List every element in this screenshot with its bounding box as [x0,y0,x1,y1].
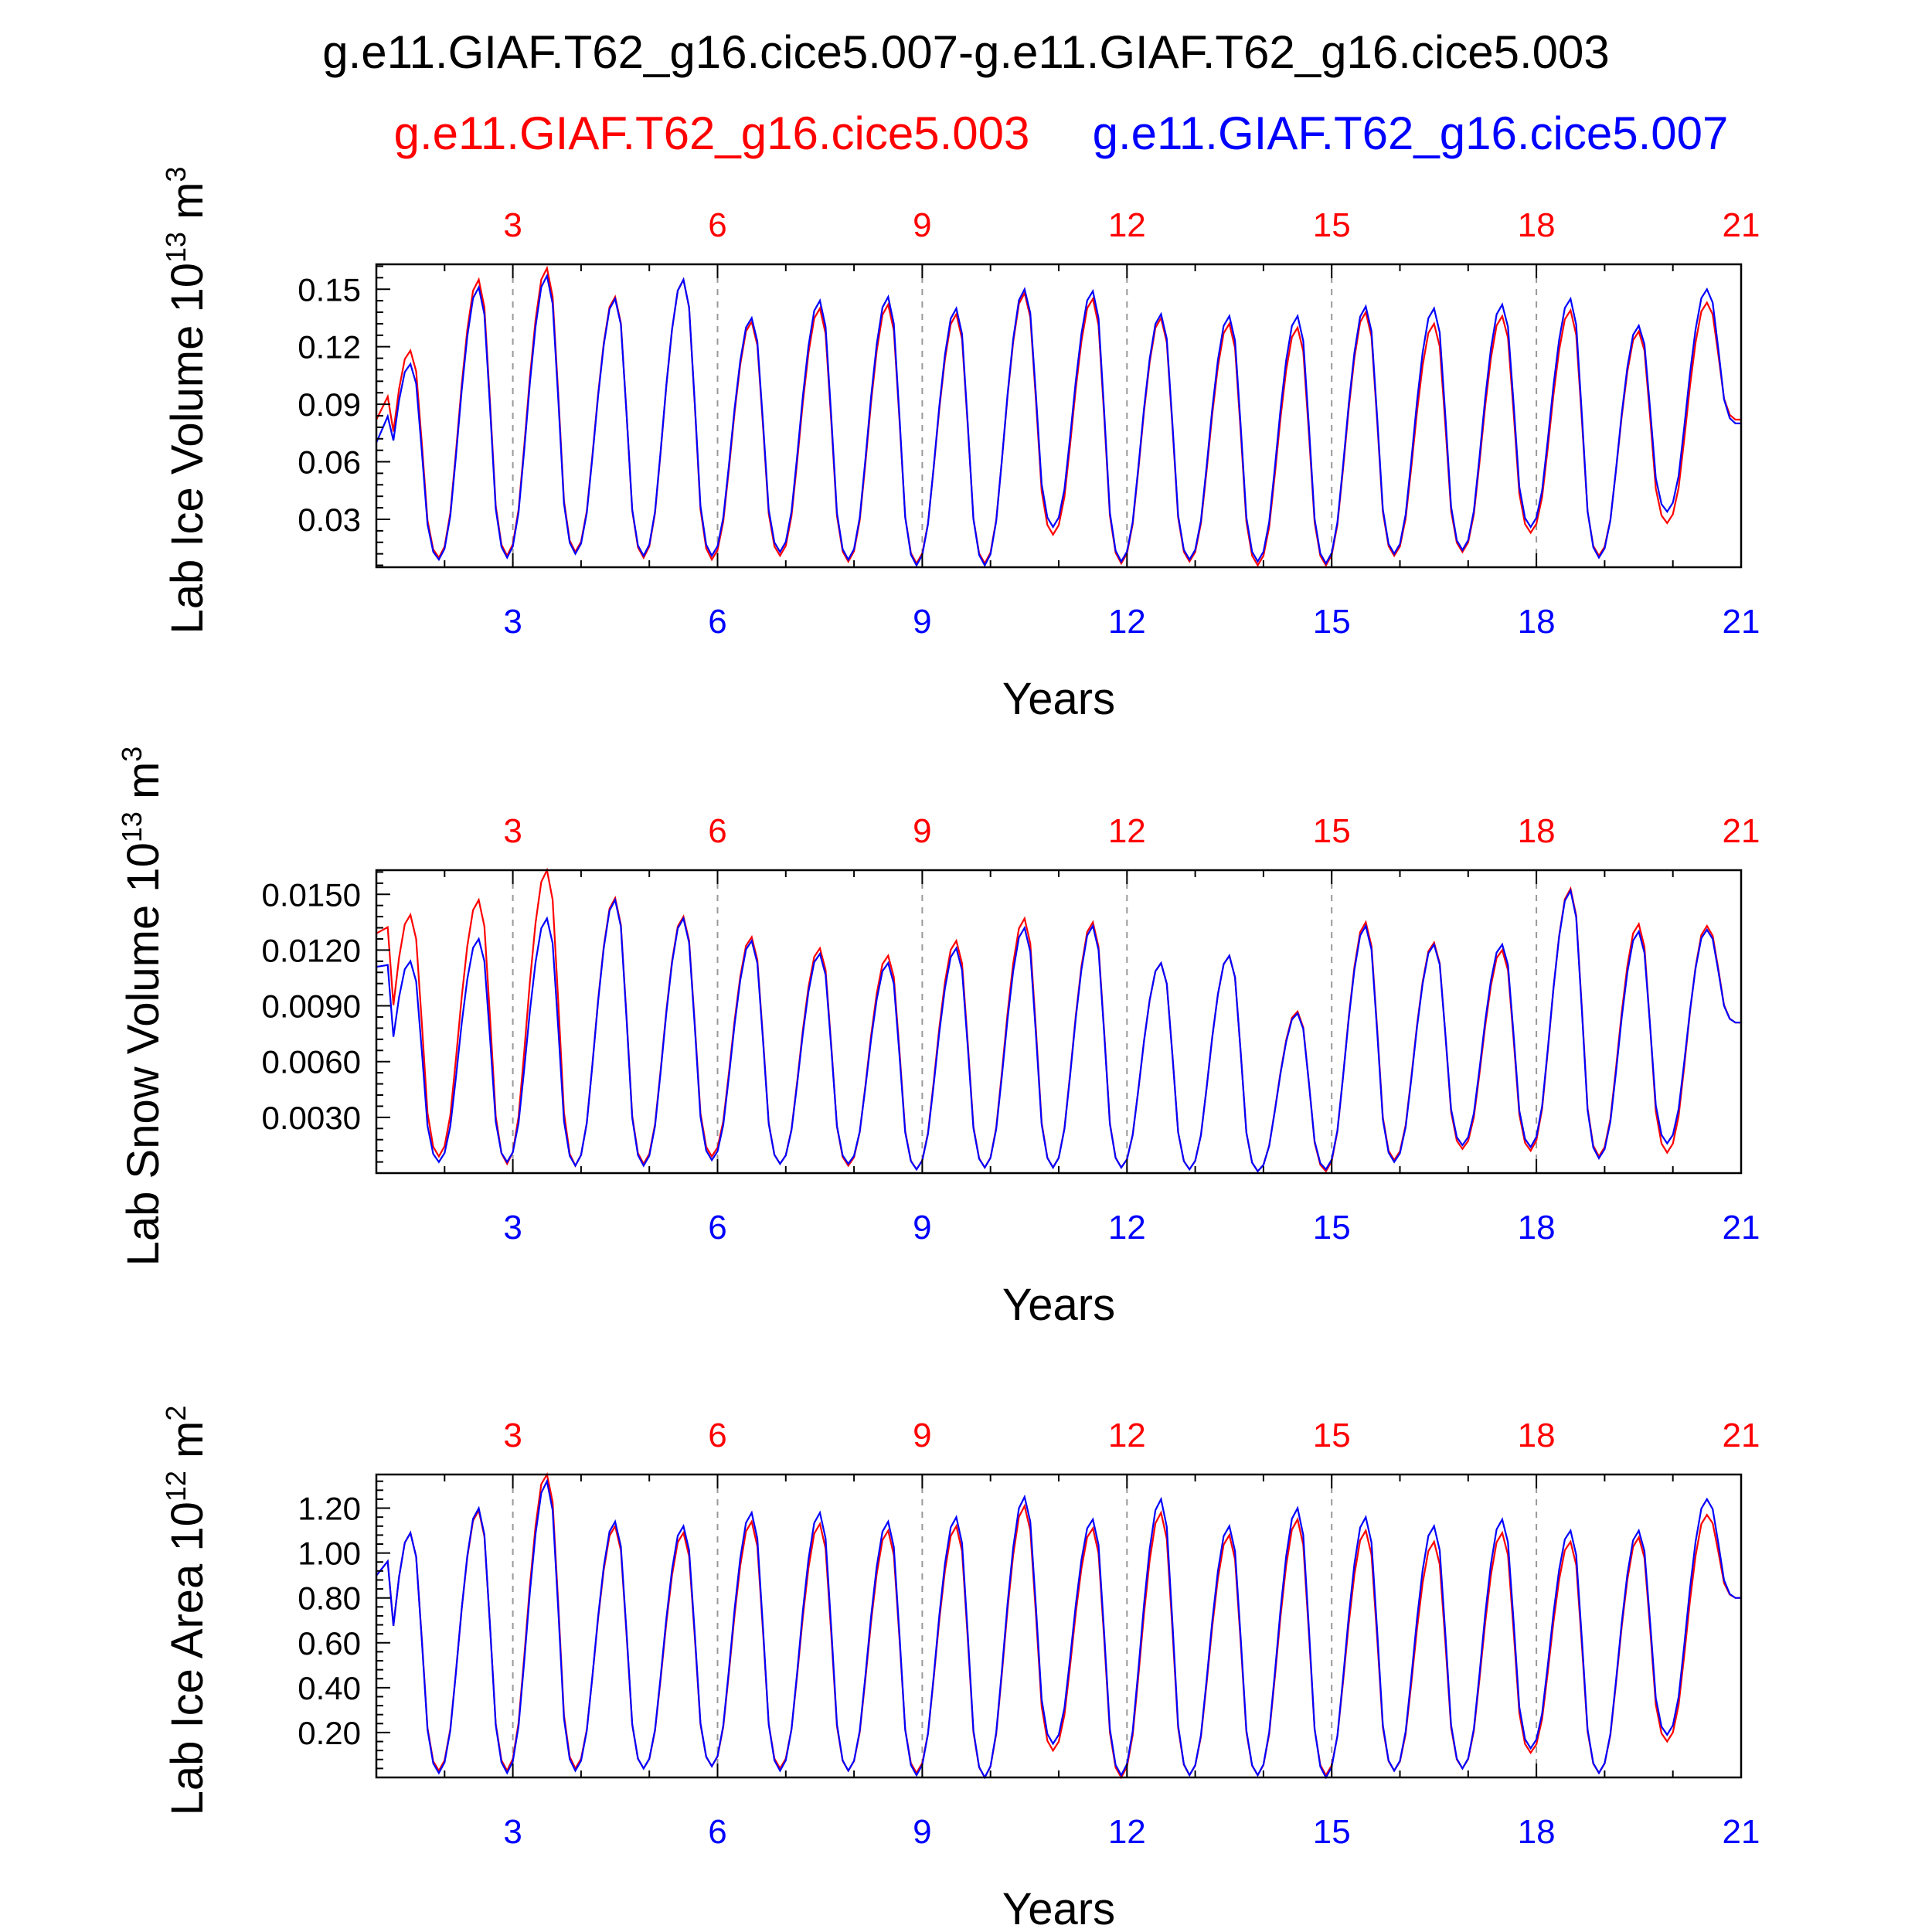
y-axis-title-unit: m [118,762,168,811]
x-tick-label-bottom: 15 [1313,1813,1351,1851]
legend-entry-run-007: g.e11.GIAF.T62_g16.cice5.007 [1093,107,1729,159]
y-tick-label: 1.00 [298,1536,361,1572]
x-tick-label-top: 3 [503,206,522,244]
y-tick-label: 0.0090 [262,988,361,1025]
x-tick-label-top: 21 [1723,1417,1760,1454]
x-tick-label-bottom: 9 [913,1813,931,1851]
y-tick-label: 0.0120 [262,932,361,968]
y-tick-label: 0.06 [298,444,361,481]
x-tick-label-bottom: 15 [1313,603,1351,641]
x-tick-label-bottom: 3 [503,1813,522,1851]
x-tick-label-bottom: 21 [1723,1813,1760,1851]
series-line-run-007 [375,273,1741,567]
chart-panel-2: 3 3 6 6 9 9 12 12 15 15 18 18 21 21 0.0030 0.0060 0.0090… [116,747,1760,1330]
y-tick-label: 0.0030 [262,1100,361,1136]
y-axis-title-unit-exponent: 3 [116,747,148,762]
x-tick-label-top: 18 [1518,206,1556,244]
x-tick-label-top: 9 [913,812,931,850]
y-axis-title: Lab Ice Area 1012 m2 [160,1406,213,1816]
y-axis-title-text: Lab Ice Volume 10 [162,263,213,634]
y-axis-title-text: Lab Ice Area 10 [162,1502,213,1815]
x-tick-label-bottom: 6 [708,603,726,641]
y-tick-label: 1.20 [298,1491,361,1527]
y-tick-label: 0.09 [298,386,361,423]
x-tick-label-top: 6 [708,1417,726,1454]
x-axis-title: Years [1002,1884,1115,1932]
x-tick-label-bottom: 6 [708,1813,726,1851]
x-tick-label-bottom: 12 [1108,1209,1146,1247]
x-axis-title: Years [1002,674,1115,724]
x-tick-label-top: 18 [1518,1417,1556,1454]
x-tick-label-bottom: 9 [913,1209,931,1247]
x-tick-label-bottom: 21 [1723,603,1760,641]
y-axis-title-text: Lab Snow Volume 10 [118,842,168,1266]
x-tick-label-top: 15 [1313,1417,1351,1454]
y-axis-title-exponent: 12 [160,1471,192,1502]
y-axis-title-exponent: 13 [116,811,148,842]
x-tick-label-bottom: 6 [708,1209,726,1247]
legend-entry-run-003: g.e11.GIAF.T62_g16.cice5.003 [394,107,1030,159]
y-axis-title-unit: m [162,182,213,232]
x-tick-label-bottom: 18 [1518,1813,1556,1851]
y-axis-title: Lab Snow Volume 1013 m3 [116,747,168,1267]
x-tick-label-top: 15 [1313,206,1351,244]
x-tick-label-bottom: 18 [1518,1209,1556,1247]
x-tick-label-top: 21 [1723,812,1760,850]
figure-title: g.e11.GIAF.T62_g16.cice5.007-g.e11.GIAF.… [322,26,1610,78]
x-tick-label-bottom: 9 [913,603,931,641]
y-tick-label: 0.03 [298,502,361,538]
chart-panel-3: 3 3 6 6 9 9 12 12 15 15 18 18 21 21 0.20 0.40 0.60 0.80 1.… [160,1406,1760,1932]
y-tick-label: 0.0060 [262,1044,361,1080]
x-tick-label-top: 15 [1313,812,1351,850]
x-tick-label-top: 3 [503,812,522,850]
series-line-run-007 [376,1478,1741,1780]
x-tick-label-top: 9 [913,1417,931,1454]
x-tick-label-top: 21 [1723,206,1760,244]
x-tick-label-top: 9 [913,206,931,244]
series-line-run-007 [376,888,1741,1173]
x-tick-label-bottom: 3 [503,1209,522,1247]
y-tick-label: 0.40 [298,1670,361,1706]
y-axis-title-unit-exponent: 3 [160,167,192,182]
y-tick-label: 0.60 [298,1625,361,1662]
x-tick-label-bottom: 12 [1108,603,1146,641]
x-tick-label-top: 12 [1108,1417,1146,1454]
x-tick-label-top: 6 [708,206,726,244]
y-axis-title-unit-exponent: 2 [160,1406,192,1421]
x-tick-label-top: 12 [1108,812,1146,850]
x-tick-label-bottom: 21 [1723,1209,1760,1247]
x-tick-label-bottom: 18 [1518,603,1556,641]
y-tick-label: 0.80 [298,1580,361,1617]
x-tick-label-top: 12 [1108,206,1146,244]
y-tick-label: 0.20 [298,1715,361,1751]
x-tick-label-bottom: 15 [1313,1209,1351,1247]
x-tick-label-top: 6 [708,812,726,850]
x-axis-title: Years [1002,1280,1115,1330]
y-axis-title-exponent: 13 [160,232,192,263]
y-axis-title: Lab Ice Volume 1013 m3 [160,167,213,634]
chart-panel-1: 3 3 6 6 9 9 12 12 15 15 18 18 21 21 0.03 0.06 0.09 0.12 0.… [160,167,1760,724]
x-tick-label-top: 18 [1518,812,1556,850]
y-tick-label: 0.15 [298,271,361,308]
x-tick-label-bottom: 12 [1108,1813,1146,1851]
x-tick-label-bottom: 3 [503,603,522,641]
x-tick-label-top: 3 [503,1417,522,1454]
y-axis-title-unit: m [162,1421,213,1471]
y-tick-label: 0.12 [298,329,361,366]
y-tick-label: 0.0150 [262,876,361,913]
chart-panels: 3 3 6 6 9 9 12 12 15 15 18 18 21 21 0.03 0.06 0.09 0.12 0.… [116,167,1760,1932]
